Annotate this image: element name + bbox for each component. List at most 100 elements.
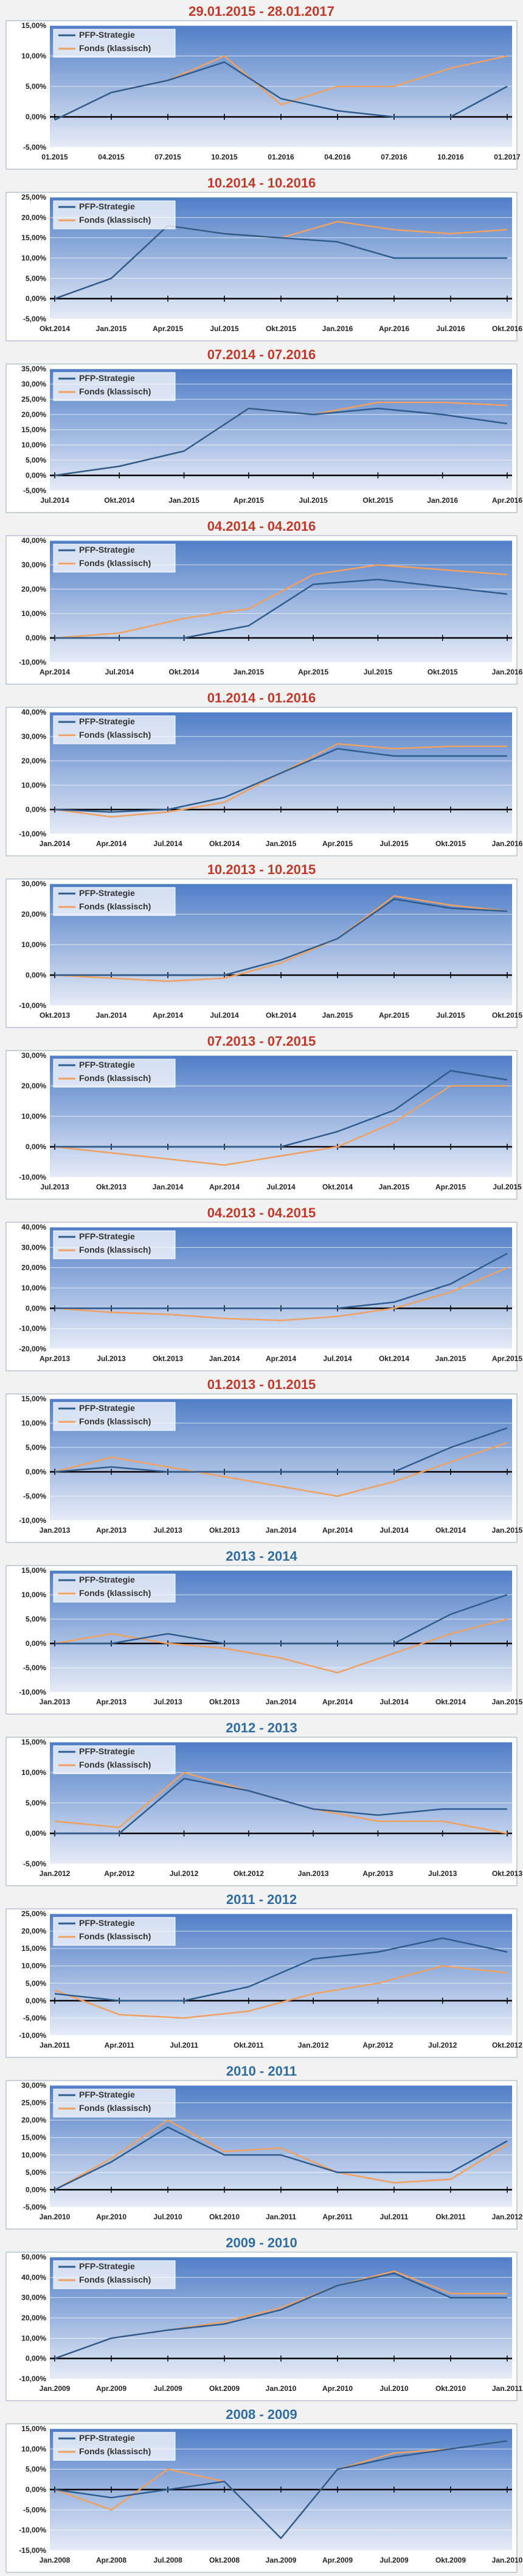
y-tick-label: -10,00% — [19, 1001, 46, 1010]
series-line-strategy — [55, 578, 508, 639]
x-tick-label: Apr.2014 — [96, 839, 126, 848]
y-tick-label: 10,00% — [21, 52, 46, 60]
x-tick-label: Jul.2014 — [105, 668, 134, 676]
chart-svg: 30,00% 20,00% 10,00% 0,00% -10,00%Okt.2013 Ja… — [5, 878, 522, 1028]
y-tick-label: 15,00% — [21, 1395, 46, 1403]
y-tick-label: 25,00% — [21, 1909, 46, 1918]
legend-fund-label: Fonds (klassisch) — [79, 43, 151, 53]
chart-panel: 15,00% 10,00% 5,00% 0,00% -5,00% 01.2015 04.20… — [0, 0, 523, 172]
legend-strategy-label: PFP-Strategie — [79, 30, 135, 40]
chart-panel: 25,00% 20,00% 15,00% 10,00% 5,00% 0,00% -5,00%… — [0, 172, 523, 343]
chart-title: 2013 - 2014 — [226, 1549, 297, 1564]
legend-fund-label: Fonds (klassisch) — [79, 1416, 151, 1426]
legend: PFP-Strategie Fonds (klassisch) — [53, 715, 176, 744]
legend-fund-label: Fonds (klassisch) — [79, 215, 151, 225]
x-tick-label: Jan.2011 — [40, 2041, 70, 2049]
x-tick-label: Jan.2016 — [427, 496, 458, 505]
legend-strategy-label: PFP-Strategie — [79, 545, 135, 555]
y-tick-label: 10,00% — [21, 1419, 46, 1427]
x-tick-label: Jan.2016 — [322, 324, 353, 333]
x-tick-label: Okt.2015 — [362, 496, 393, 505]
y-tick-label: -5,00% — [23, 315, 46, 323]
x-tick-label: Jan.2009 — [266, 2556, 297, 2564]
x-tick-label: Okt.2012 — [234, 1869, 264, 1878]
legend-strategy-label: PFP-Strategie — [79, 2261, 135, 2271]
x-tick-label: Apr.2015 — [435, 1183, 466, 1191]
legend-strategy-label: PFP-Strategie — [79, 1060, 135, 1069]
legend-fund-label: Fonds (klassisch) — [79, 1931, 151, 1941]
chart-title: 2008 - 2009 — [226, 2407, 297, 2422]
y-tick-label: 10,00% — [21, 1284, 46, 1292]
x-tick-label: 01.2017 — [494, 153, 521, 161]
y-tick-label: 30,00% — [21, 380, 46, 388]
x-tick-label: Apr.2009 — [322, 2556, 353, 2564]
legend-box — [53, 1917, 176, 1946]
series-line-fund — [54, 1965, 508, 2019]
series-line-fund — [54, 564, 508, 639]
x-tick-label: Jan.2009 — [40, 2384, 71, 2393]
x-tick-label: Jul.2013 — [153, 1526, 182, 1535]
series-line-fund — [54, 1085, 507, 1166]
x-tick-label: Jan.2014 — [266, 1698, 297, 1706]
x-tick-label: Jan.2012 — [492, 2213, 523, 2221]
chart-svg: 40,00%30,00%20,00%10,00%0,00%-10,00%Apr.… — [5, 535, 523, 685]
x-tick-label: Okt.2008 — [209, 2556, 240, 2564]
y-tick-label: 20,00% — [21, 585, 46, 593]
legend-box — [53, 29, 176, 58]
y-tick-label: 0,00% — [26, 971, 46, 979]
legend-fund-label: Fonds (klassisch) — [79, 2446, 151, 2456]
x-tick-label: Jul.2014 — [266, 1183, 296, 1191]
x-tick-label: Jul.2010 — [153, 2213, 182, 2221]
y-tick-label: 15,00% — [21, 1566, 46, 1575]
x-tick-label: Apr.2014 — [322, 1698, 353, 1706]
y-tick-label: 35,00% — [21, 365, 46, 373]
chart-panel: 15,00% 10,00% 5,00% 0,00% -5,00% Jan.2012 Apr.… — [0, 1717, 523, 1888]
y-tick-label: 0,00% — [26, 295, 46, 303]
x-tick-label: Jan.2015 — [435, 1354, 466, 1363]
x-tick-label: Apr.2013 — [96, 1698, 126, 1706]
series-line-strategy — [54, 2440, 508, 2539]
x-tick-label: Okt.2013 — [209, 1526, 240, 1535]
x-tick-label: Jul.2013 — [40, 1183, 69, 1191]
legend: PFP-Strategie Fonds (klassisch) — [53, 2260, 176, 2289]
y-tick-label: 15,00% — [21, 2133, 46, 2142]
x-tick-label: Jan.2015 — [492, 1698, 523, 1706]
legend-fund-label: Fonds (klassisch) — [79, 1073, 151, 1083]
y-tick-label: 0,00% — [26, 1304, 46, 1312]
series-line-strategy — [54, 1427, 508, 1473]
chart-panel: 15,00% 10,00% 5,00% 0,00% -5,00% -10,00% -15,0… — [0, 2403, 523, 2575]
legend-box — [53, 1402, 176, 1431]
x-tick-label: Apr.2012 — [362, 2041, 393, 2049]
y-tick-label: 10,00% — [21, 2445, 46, 2453]
series-line-strategy — [54, 225, 507, 299]
y-tick-label: 10,00% — [21, 2151, 46, 2159]
x-tick-label: Jan.2008 — [40, 2556, 71, 2564]
x-tick-label: Jan.2016 — [492, 839, 523, 848]
y-tick-label: 20,00% — [21, 757, 46, 765]
legend: PFP-Strategie Fonds (klassisch) — [53, 887, 176, 916]
y-tick-label: -5,00% — [23, 2203, 46, 2211]
y-tick-label: 30,00% — [21, 1051, 46, 1060]
y-tick-label: -5,00% — [23, 143, 46, 152]
chart-svg: 40,00%30,00%20,00%10,00%0,00%-10,00%Jan.… — [5, 707, 523, 856]
x-tick-label: Jan.2014 — [153, 1183, 184, 1191]
y-tick-label: 20,00% — [21, 2116, 46, 2124]
x-tick-label: Jul.2015 — [493, 1183, 522, 1191]
x-tick-label: Okt.2013 — [492, 1869, 522, 1878]
y-tick-label: 15,00% — [21, 21, 46, 30]
chart-panel: 50,00% 40,00% 30,00% 20,00% 10,00% 0,00% -10,0… — [0, 2231, 523, 2403]
x-tick-label: Apr.2014 — [322, 1526, 353, 1535]
series-line-fund — [54, 1267, 508, 1321]
x-tick-label: Jul.2014 — [210, 1011, 239, 1020]
legend-box — [53, 372, 176, 401]
legend-fund-label: Fonds (klassisch) — [79, 2103, 151, 2113]
chart-svg: 30,00% 25,00% 20,00% 15,00% 10,00% 5,00% 0,00%… — [5, 2080, 523, 2230]
y-tick-label: -15,00% — [19, 2546, 46, 2555]
legend-box — [53, 715, 176, 744]
chart-title: 10.2014 - 10.2016 — [207, 175, 316, 191]
x-tick-label: Jan.2015 — [492, 1526, 523, 1535]
y-tick-label: 50,00% — [21, 2253, 46, 2261]
y-tick-label: -5,00% — [23, 486, 46, 495]
x-tick-label: Jul.2011 — [380, 2213, 409, 2221]
chart-svg: 15,00% 10,00% 5,00% 0,00% -5,00% -10,00% -15,0… — [5, 2423, 523, 2573]
